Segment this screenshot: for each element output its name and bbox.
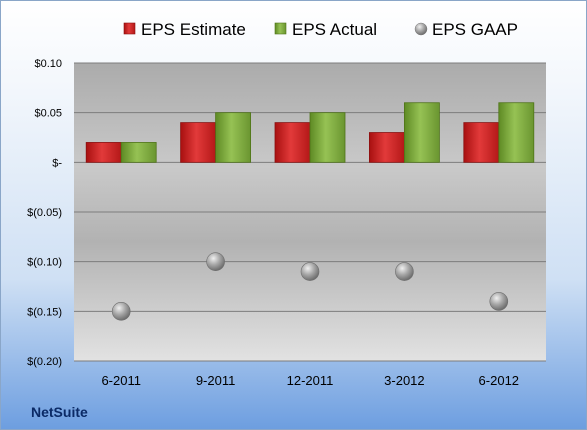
eps-actual-bar (120, 142, 157, 163)
legend-eps-estimate: EPS Estimate (123, 20, 246, 39)
eps-actual-bar (403, 102, 440, 163)
eps-actual-bar (498, 102, 535, 163)
legend-label: EPS Actual (292, 20, 377, 39)
company-name: NetSuite (31, 404, 88, 420)
eps-gaap-point (489, 292, 509, 311)
y-axis: $0.10 $0.05 $- $(0.05) $(0.10) $(0.15) $(0.20) (27, 58, 62, 368)
eps-actual-bar (309, 112, 346, 163)
gaap-points (111, 252, 509, 321)
eps-gaap-point (111, 302, 131, 321)
legend-label: EPS GAAP (432, 20, 518, 39)
x-category-label: 6-2011 (101, 373, 141, 388)
legend-label: EPS Estimate (141, 20, 246, 39)
legend-swatch (414, 22, 428, 36)
y-tick-label: $0.10 (34, 58, 62, 70)
legend: EPS Estimate EPS Actual EPS GAAP (123, 20, 518, 39)
eps-estimate-bar (368, 132, 405, 163)
eps-estimate-bar (180, 122, 217, 163)
legend-eps-gaap: EPS GAAP (414, 20, 518, 39)
y-tick-label: $(0.20) (27, 356, 62, 368)
eps-gaap-point (300, 262, 320, 281)
y-tick-label: $- (52, 157, 62, 169)
eps-estimate-bar (85, 142, 122, 163)
eps-estimate-bar (274, 122, 311, 163)
bars (85, 102, 535, 163)
x-category-label: 12-2011 (287, 373, 334, 388)
eps-actual-bar (215, 112, 252, 163)
y-tick-label: $0.05 (34, 108, 62, 120)
legend-swatch (123, 22, 136, 35)
y-tick-label: $(0.05) (27, 207, 62, 219)
eps-estimate-bar (463, 122, 500, 163)
x-category-label: 9-2011 (196, 373, 236, 388)
x-axis: 6-2011 9-2011 12-2011 3-2012 6-2012 (101, 373, 519, 388)
legend-eps-actual: EPS Actual (274, 20, 377, 39)
eps-gaap-point (206, 252, 225, 271)
legend-swatch (274, 22, 287, 35)
x-category-label: 6-2012 (479, 373, 519, 388)
y-tick-label: $(0.10) (27, 257, 62, 269)
eps-gaap-point (395, 262, 414, 281)
y-tick-label: $(0.15) (27, 306, 62, 318)
x-category-label: 3-2012 (384, 373, 424, 388)
